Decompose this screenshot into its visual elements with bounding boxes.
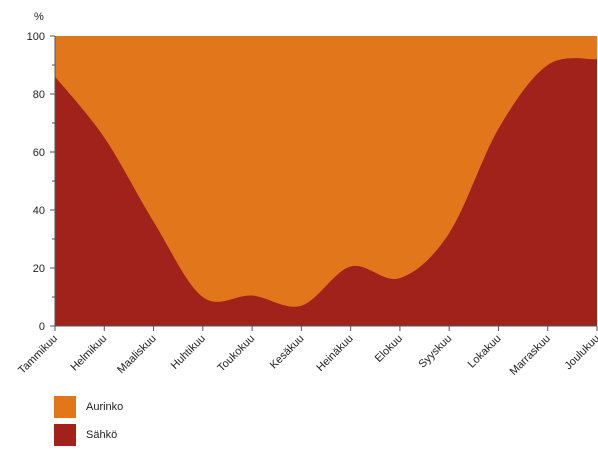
x-axis: Tammikuu Helmikuu Maaliskuu Huhtikuu Toukoku…	[16, 325, 598, 378]
stacked-area-chart: 0 20 40 60 80 100 Tammikuu Helmikuu Maaliskuu Hu…	[16, 11, 598, 378]
y-tick-label-0: 0	[39, 321, 45, 333]
area-series-sahko	[55, 58, 597, 326]
x-tick-label: Lokakuu	[466, 333, 504, 371]
y-axis-unit-label: %	[34, 11, 44, 23]
y-tick-label-100: 100	[27, 31, 45, 43]
x-tick-label: Maaliskuu	[115, 333, 159, 377]
y-axis: 0 20 40 60 80 100	[27, 31, 56, 333]
y-tick-label-40: 40	[33, 205, 45, 217]
y-tick-label-60: 60	[33, 147, 45, 159]
x-tick-label: Kesäkuu	[268, 333, 307, 372]
x-tick-label: Tammikuu	[16, 333, 60, 377]
x-tick-label: Heinäkuu	[314, 333, 355, 374]
legend-label-aurinko: Aurinko	[86, 401, 124, 413]
legend: Aurinko Sähkö	[54, 396, 123, 452]
x-tick-label: Toukokuu	[215, 333, 257, 375]
x-tick-label: Joulukuu	[562, 333, 598, 373]
legend-swatch-sahko	[54, 424, 76, 446]
x-tick-label: Huhtikuu	[169, 333, 208, 372]
plot-area	[55, 36, 597, 326]
x-tick-label: Helmikuu	[68, 333, 109, 374]
legend-item-sahko: Sähkö	[54, 424, 123, 446]
y-tick-label-20: 20	[33, 263, 45, 275]
x-tick-label: Elokuu	[373, 333, 405, 365]
x-tick-label: Marraskuu	[508, 333, 553, 378]
y-tick-label-80: 80	[33, 89, 45, 101]
legend-label-sahko: Sähkö	[86, 429, 118, 441]
legend-item-aurinko: Aurinko	[54, 396, 123, 418]
legend-swatch-aurinko	[54, 396, 76, 418]
x-tick-label: Syyskuu	[416, 333, 454, 371]
